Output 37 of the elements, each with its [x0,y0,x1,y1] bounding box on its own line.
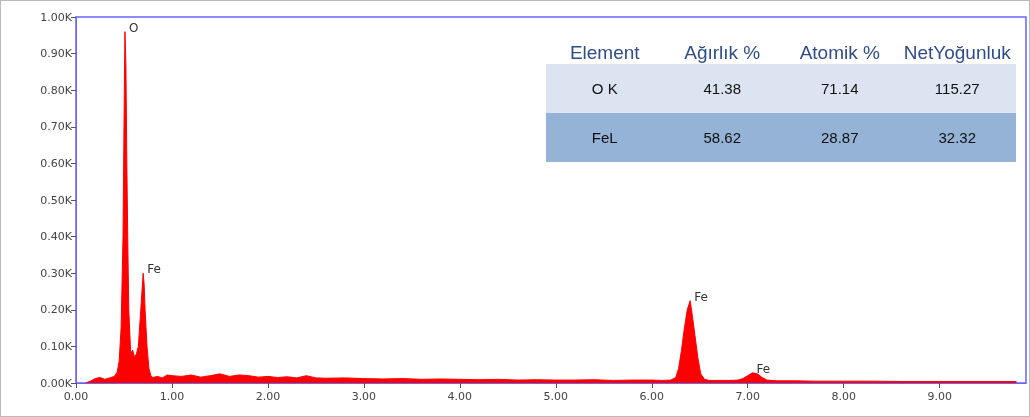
x-tick-label: 1.00 [159,390,185,403]
y-tick-label: 0.70K [40,120,73,134]
y-tick-label: 0.30K [40,266,73,280]
annotation: Fe [694,289,708,304]
annotation: 115.27 [933,80,981,97]
x-tick-label: 4.00 [447,390,473,403]
y-tick-label: 0.60K [40,156,73,170]
annotation: Fe [756,361,771,376]
x-tick-label: 5.00 [543,390,569,403]
y-tick-label: 0.20K [40,303,73,317]
x-tick-label: 9.00 [927,390,952,403]
annotation: Ağırlık % [683,42,762,64]
x-tick-label: 2.00 [255,390,281,403]
annotation: 58.62 [702,129,742,146]
annotation: O K [590,80,619,97]
annotation: 41.38 [702,80,742,97]
x-tick-label: 7.00 [735,390,760,403]
y-tick-label: 0.90K [40,47,73,61]
y-tick-label: 0.80K [40,83,73,97]
y-tick-label: 0.50K [40,193,73,207]
y-tick-label: 0.10K [40,339,73,353]
y-tick-label: 0.00K [40,376,73,390]
annotation: Element [568,42,641,64]
annotation: 71.14 [819,80,860,97]
x-tick-label: 3.00 [351,390,377,403]
annotation: Atomik % [798,42,881,64]
annotation: O [128,20,139,35]
x-tick-label: 6.00 [639,390,665,403]
annotation: FeL [590,129,619,146]
annotation: 28.87 [819,129,860,146]
annotation: Fe [147,262,161,277]
x-tick-label: 8.00 [831,390,856,403]
annotation: NetYoğunluk [902,42,1012,64]
y-tick-label: 1.00K [40,10,73,24]
annotation: 32.32 [937,129,977,146]
x-tick-label: 0.00 [63,390,89,403]
y-tick-label: 0.40K [40,230,73,244]
